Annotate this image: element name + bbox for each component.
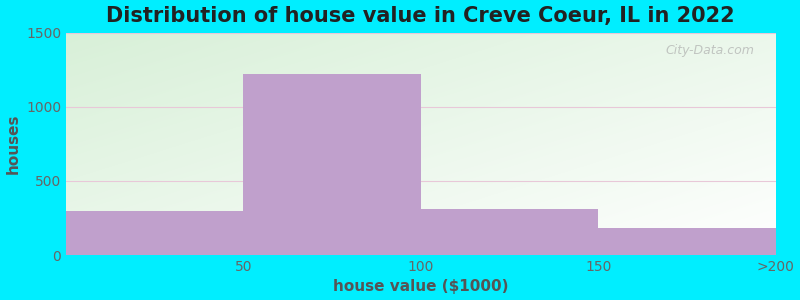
Bar — [598, 228, 775, 255]
Bar — [421, 209, 598, 255]
Bar — [66, 211, 243, 255]
Text: City-Data.com: City-Data.com — [666, 44, 754, 57]
X-axis label: house value ($1000): house value ($1000) — [333, 279, 509, 294]
Y-axis label: houses: houses — [6, 114, 21, 174]
Title: Distribution of house value in Creve Coeur, IL in 2022: Distribution of house value in Creve Coe… — [106, 6, 735, 26]
Bar — [243, 74, 421, 255]
